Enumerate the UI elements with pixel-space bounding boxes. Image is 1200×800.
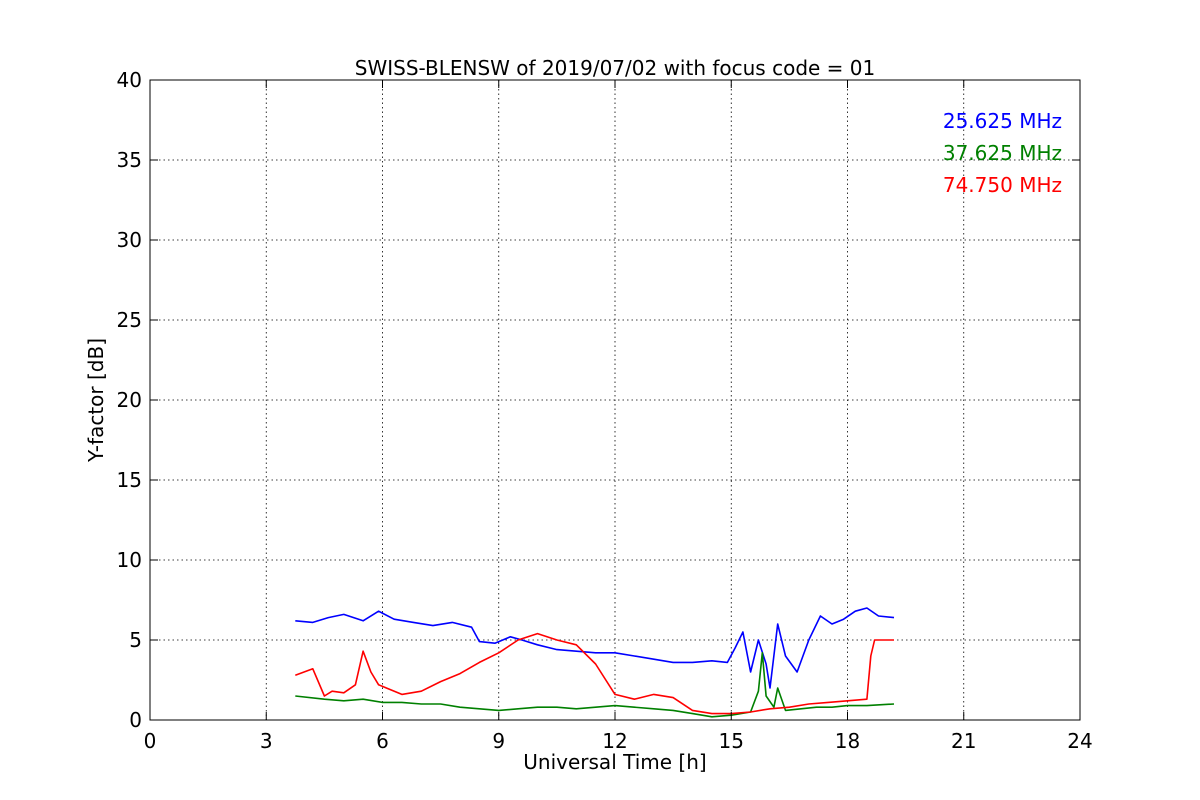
y-tick-label: 40 — [117, 68, 142, 92]
y-tick-label: 0 — [129, 708, 142, 732]
series-layer — [295, 607, 895, 718]
x-tick-label: 0 — [144, 729, 157, 753]
x-tick-label: 21 — [951, 729, 976, 753]
x-axis-title: Universal Time [h] — [523, 750, 706, 774]
x-tick-label: 9 — [492, 729, 505, 753]
y-tick-label: 15 — [117, 468, 142, 492]
x-tick-label: 12 — [602, 729, 627, 753]
x-tick-label: 6 — [376, 729, 389, 753]
y-tick-label: 30 — [117, 228, 142, 252]
legend: 25.625 MHz 37.625 MHz 74.750 MHz — [943, 109, 1062, 197]
y-tick-label: 5 — [129, 628, 142, 652]
y-tick-label: 10 — [117, 548, 142, 572]
y-axis-title: Y-factor [dB] — [84, 338, 108, 463]
chart-title: SWISS-BLENSW of 2019/07/02 with focus co… — [355, 56, 876, 80]
ticks — [149, 79, 1081, 721]
y-tick-label: 20 — [117, 388, 142, 412]
grid — [150, 80, 1080, 720]
legend-entry-0: 25.625 MHz — [943, 109, 1062, 133]
y-tick-label: 25 — [117, 308, 142, 332]
x-tick-label: 18 — [835, 729, 860, 753]
series-line-0 — [295, 607, 895, 689]
series-line-1 — [295, 651, 895, 718]
series-line-2 — [295, 632, 894, 715]
y-tick-label: 35 — [117, 148, 142, 172]
legend-entry-1: 37.625 MHz — [943, 141, 1062, 165]
tick-labels: 0 3 6 9 12 15 18 21 24 0 5 10 15 20 25 30 35 40 — [117, 68, 1093, 753]
x-tick-label: 15 — [719, 729, 744, 753]
x-tick-label: 3 — [260, 729, 273, 753]
legend-entry-2: 74.750 MHz — [943, 173, 1062, 197]
x-tick-label: 24 — [1067, 729, 1092, 753]
